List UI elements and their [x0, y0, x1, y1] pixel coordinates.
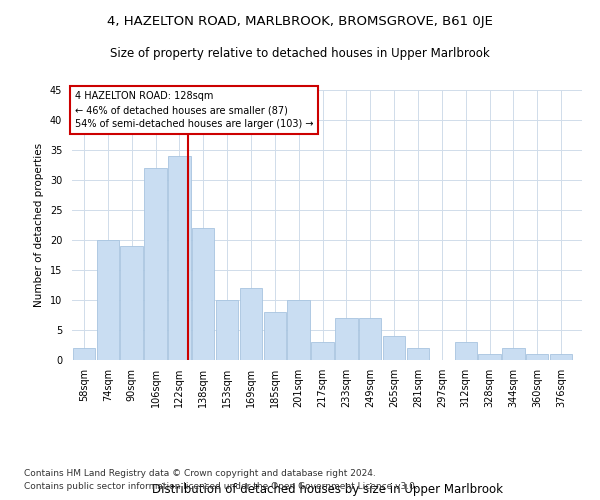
X-axis label: Distribution of detached houses by size in Upper Marlbrook: Distribution of detached houses by size … [151, 484, 503, 496]
Bar [240, 288, 262, 360]
Bar [73, 348, 95, 360]
Text: 4 HAZELTON ROAD: 128sqm
← 46% of detached houses are smaller (87)
54% of semi-de: 4 HAZELTON ROAD: 128sqm ← 46% of detache… [74, 92, 313, 130]
Bar [192, 228, 214, 360]
Bar [455, 342, 477, 360]
Text: Size of property relative to detached houses in Upper Marlbrook: Size of property relative to detached ho… [110, 48, 490, 60]
Bar [383, 336, 405, 360]
Bar [478, 354, 501, 360]
Bar [287, 300, 310, 360]
Bar [359, 318, 382, 360]
Bar [216, 300, 238, 360]
Bar [526, 354, 548, 360]
Text: Contains public sector information licensed under the Open Government Licence v3: Contains public sector information licen… [24, 482, 418, 491]
Text: 4, HAZELTON ROAD, MARLBROOK, BROMSGROVE, B61 0JE: 4, HAZELTON ROAD, MARLBROOK, BROMSGROVE,… [107, 15, 493, 28]
Y-axis label: Number of detached properties: Number of detached properties [34, 143, 44, 307]
Bar [121, 246, 143, 360]
Bar [145, 168, 167, 360]
Bar [407, 348, 429, 360]
Bar [502, 348, 524, 360]
Bar [311, 342, 334, 360]
Bar [263, 312, 286, 360]
Text: Contains HM Land Registry data © Crown copyright and database right 2024.: Contains HM Land Registry data © Crown c… [24, 468, 376, 477]
Bar [97, 240, 119, 360]
Bar [335, 318, 358, 360]
Bar [550, 354, 572, 360]
Bar [168, 156, 191, 360]
